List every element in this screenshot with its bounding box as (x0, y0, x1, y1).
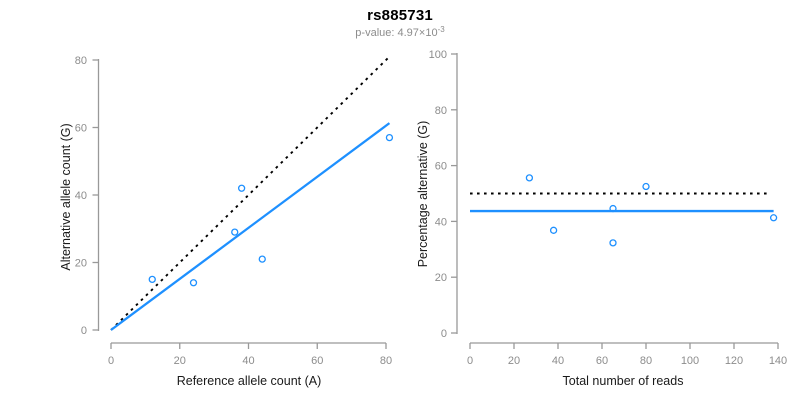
right-x-tick-label: 120 (725, 355, 743, 367)
left-data-point (258, 255, 266, 263)
left-data-point (148, 275, 156, 284)
right-y-tick-label: 40 (435, 216, 447, 228)
right-yaxis-title: Percentage alternative (G) (416, 120, 430, 268)
right-data-point (642, 182, 650, 191)
right-x-tick-label: 40 (552, 355, 564, 367)
right-x-tick-label: 60 (596, 355, 608, 367)
right-x-tick-label: 100 (681, 355, 699, 367)
left-y-tick-label: 20 (75, 258, 87, 270)
regression-line (110, 122, 391, 331)
left-data-point (385, 133, 394, 142)
left-x-tick-label: 20 (174, 355, 186, 367)
p-value-text: p-value: 4.97×10 (355, 27, 438, 39)
right-xaxis-title: Total number of reads (562, 374, 684, 388)
left-x-tick-label: 80 (380, 355, 392, 367)
identity-line (110, 56, 390, 331)
left-data-point (237, 184, 246, 192)
right-data-point (769, 214, 778, 222)
left-data-point (231, 228, 239, 236)
left-data-point (189, 279, 198, 287)
right-data-point (609, 204, 617, 213)
right-x-tick-label: 20 (508, 355, 520, 367)
left-x-tick-label: 60 (311, 355, 323, 367)
left-y-tick-label: 60 (75, 123, 87, 135)
left-xaxis-title: Reference allele count (A) (176, 374, 322, 388)
right-y-tick-label: 60 (435, 161, 447, 173)
right-data-point (609, 239, 617, 247)
right-x-tick-label: 80 (640, 355, 652, 367)
right-data-point (549, 226, 558, 234)
right-x-tick-label: 140 (769, 355, 787, 367)
p-value-label: p-value: 4.97×10-3 (0, 25, 800, 39)
plot-title: rs885731 (367, 7, 433, 24)
right-x-tick-label: 0 (467, 355, 473, 367)
left-x-tick-label: 40 (242, 355, 254, 367)
right-y-tick-label: 0 (441, 328, 447, 340)
right-y-tick-label: 20 (435, 272, 447, 284)
left-y-tick-label: 40 (75, 190, 87, 202)
left-x-tick-label: 0 (108, 355, 114, 367)
p-value-exponent: -3 (437, 25, 445, 34)
right-y-tick-label: 80 (435, 105, 447, 117)
left-yaxis-title: Alternative allele count (G) (59, 123, 73, 271)
right-data-point (525, 174, 534, 182)
right-y-tick-label: 100 (429, 49, 447, 61)
left-y-tick-label: 0 (81, 325, 87, 337)
left-y-tick-label: 80 (75, 55, 87, 67)
